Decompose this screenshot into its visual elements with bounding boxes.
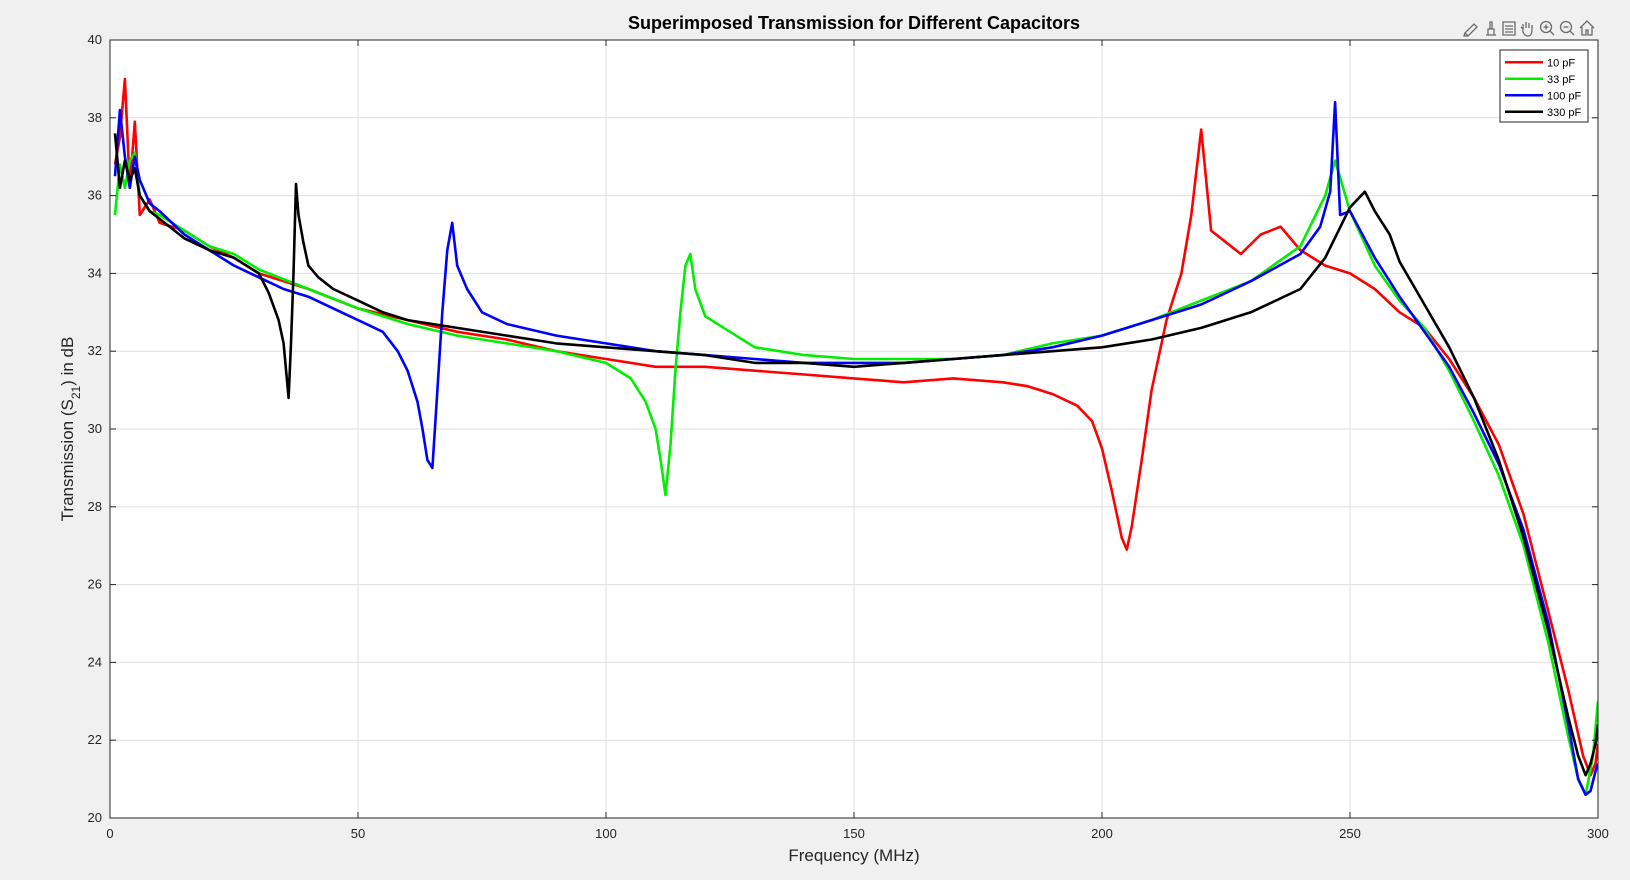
y-tick-label: 22 — [88, 732, 102, 747]
legend-entry-label: 10 pF — [1547, 57, 1575, 69]
y-tick-label: 32 — [88, 343, 102, 358]
pan-icon[interactable] — [1518, 19, 1536, 37]
y-tick-label: 30 — [88, 421, 102, 436]
x-tick-label: 250 — [1339, 826, 1361, 841]
axes-toolbar — [1462, 19, 1596, 37]
tick-marks — [109, 39, 1599, 819]
series-group — [113, 77, 1598, 796]
x-tick-label: 150 — [843, 826, 865, 841]
y-axis-label: Transmission (S21) in dB — [58, 337, 83, 522]
zoom-out-icon[interactable] — [1558, 19, 1576, 37]
y-tick-label: 26 — [88, 577, 102, 592]
x-tick-label: 0 — [106, 826, 113, 841]
brush-icon[interactable] — [1462, 19, 1480, 37]
legend[interactable]: 10 pF 33 pF 100 pF 330 pF — [1499, 49, 1589, 123]
y-tick-label: 36 — [88, 188, 102, 203]
legend-entry-label: 33 pF — [1547, 74, 1575, 86]
series-line-33-pf — [113, 151, 1598, 796]
x-tick-label: 200 — [1091, 826, 1113, 841]
series-line-100-pf — [113, 100, 1598, 796]
x-tick-label: 50 — [351, 826, 365, 841]
y-tick-label: 38 — [88, 110, 102, 125]
legend-entry-label: 100 pF — [1547, 90, 1582, 102]
legend-entry-label: 330 pF — [1547, 107, 1582, 119]
y-axis-label-subscript: 21 — [69, 385, 83, 399]
x-tick-label: 100 — [595, 826, 617, 841]
y-tick-label: 34 — [88, 265, 102, 280]
plot-area — [113, 77, 1598, 796]
y-tick-labels: 20 22 24 26 28 30 32 34 36 38 40 — [88, 32, 102, 825]
x-axis-label: Frequency (MHz) — [788, 846, 919, 865]
y-tick-label: 28 — [88, 499, 102, 514]
x-tick-labels: 0 50 100 150 200 250 300 — [106, 826, 1608, 841]
y-tick-label: 20 — [88, 810, 102, 825]
datatip-icon[interactable] — [1482, 19, 1500, 37]
y-axis-label-main: Transmission (S — [58, 399, 77, 521]
legend-toggle-icon[interactable] — [1500, 19, 1518, 37]
zoom-in-icon[interactable] — [1538, 19, 1556, 37]
series-line-330-pf — [113, 133, 1598, 777]
y-tick-label: 40 — [88, 32, 102, 47]
x-tick-label: 300 — [1587, 826, 1609, 841]
y-tick-label: 24 — [88, 654, 102, 669]
home-icon[interactable] — [1578, 19, 1596, 37]
y-axis-label-tail: ) in dB — [58, 337, 77, 386]
chart-title: Superimposed Transmission for Different … — [628, 13, 1080, 33]
